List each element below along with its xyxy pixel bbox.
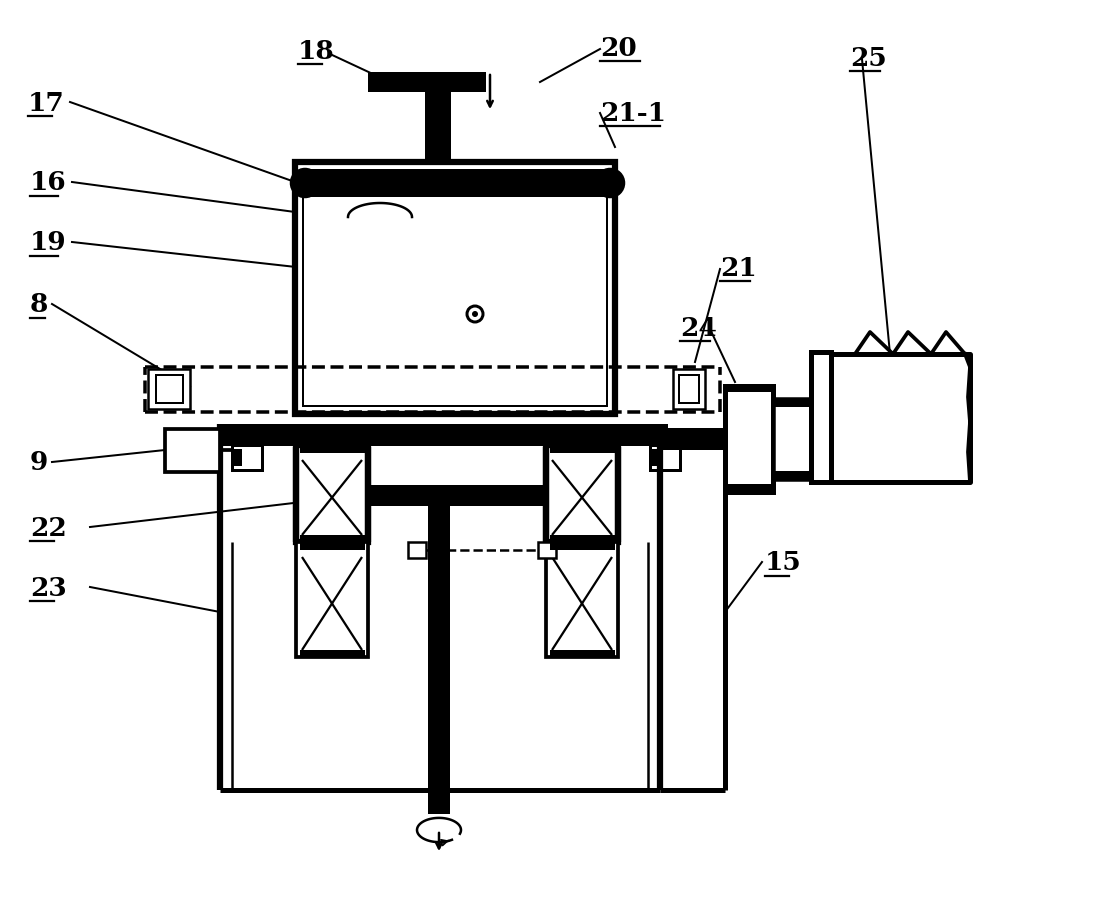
Bar [303, 170, 607, 407]
Bar [296, 446, 368, 542]
Bar [550, 536, 615, 542]
Text: 25: 25 [850, 45, 887, 70]
Text: 19: 19 [30, 230, 67, 255]
Text: 15: 15 [765, 550, 802, 575]
Circle shape [472, 312, 478, 318]
Text: 16: 16 [30, 170, 67, 196]
Bar [652, 449, 660, 466]
Bar [305, 170, 610, 198]
Bar [546, 446, 618, 542]
Bar [538, 542, 556, 558]
Bar [811, 353, 831, 483]
Bar [300, 536, 365, 542]
Circle shape [596, 170, 624, 198]
Bar [673, 370, 705, 410]
Bar [773, 400, 811, 480]
Text: 9: 9 [30, 450, 48, 475]
Bar [773, 472, 811, 480]
Text: 20: 20 [600, 35, 637, 60]
Bar [156, 375, 183, 403]
Text: 21: 21 [720, 255, 757, 281]
Bar [165, 429, 220, 473]
Bar [773, 400, 811, 408]
Bar [550, 650, 615, 658]
Bar [234, 449, 242, 466]
Bar [725, 387, 773, 492]
Bar [296, 542, 368, 658]
Bar [220, 425, 668, 446]
Bar [550, 543, 615, 550]
Circle shape [291, 170, 319, 198]
Bar [408, 542, 426, 558]
Bar [232, 446, 261, 471]
Text: 22: 22 [30, 515, 67, 540]
Bar [424, 91, 451, 163]
Bar [428, 504, 450, 815]
Bar [300, 446, 365, 454]
Bar [295, 163, 615, 415]
Bar [650, 446, 680, 471]
Bar [679, 375, 699, 403]
Text: 17: 17 [28, 90, 65, 115]
Bar [368, 73, 486, 93]
Bar [370, 485, 548, 505]
Bar [660, 428, 725, 450]
Text: 21-1: 21-1 [600, 100, 666, 125]
Text: 18: 18 [298, 39, 335, 63]
Text: 23: 23 [30, 575, 67, 600]
Bar [725, 384, 773, 392]
Bar [550, 446, 615, 454]
Bar [148, 370, 190, 410]
Circle shape [467, 307, 482, 323]
Text: 24: 24 [680, 315, 717, 340]
Bar [300, 543, 365, 550]
Bar [546, 542, 618, 658]
Bar [725, 484, 773, 492]
Text: 8: 8 [30, 292, 48, 318]
Bar [300, 650, 365, 658]
